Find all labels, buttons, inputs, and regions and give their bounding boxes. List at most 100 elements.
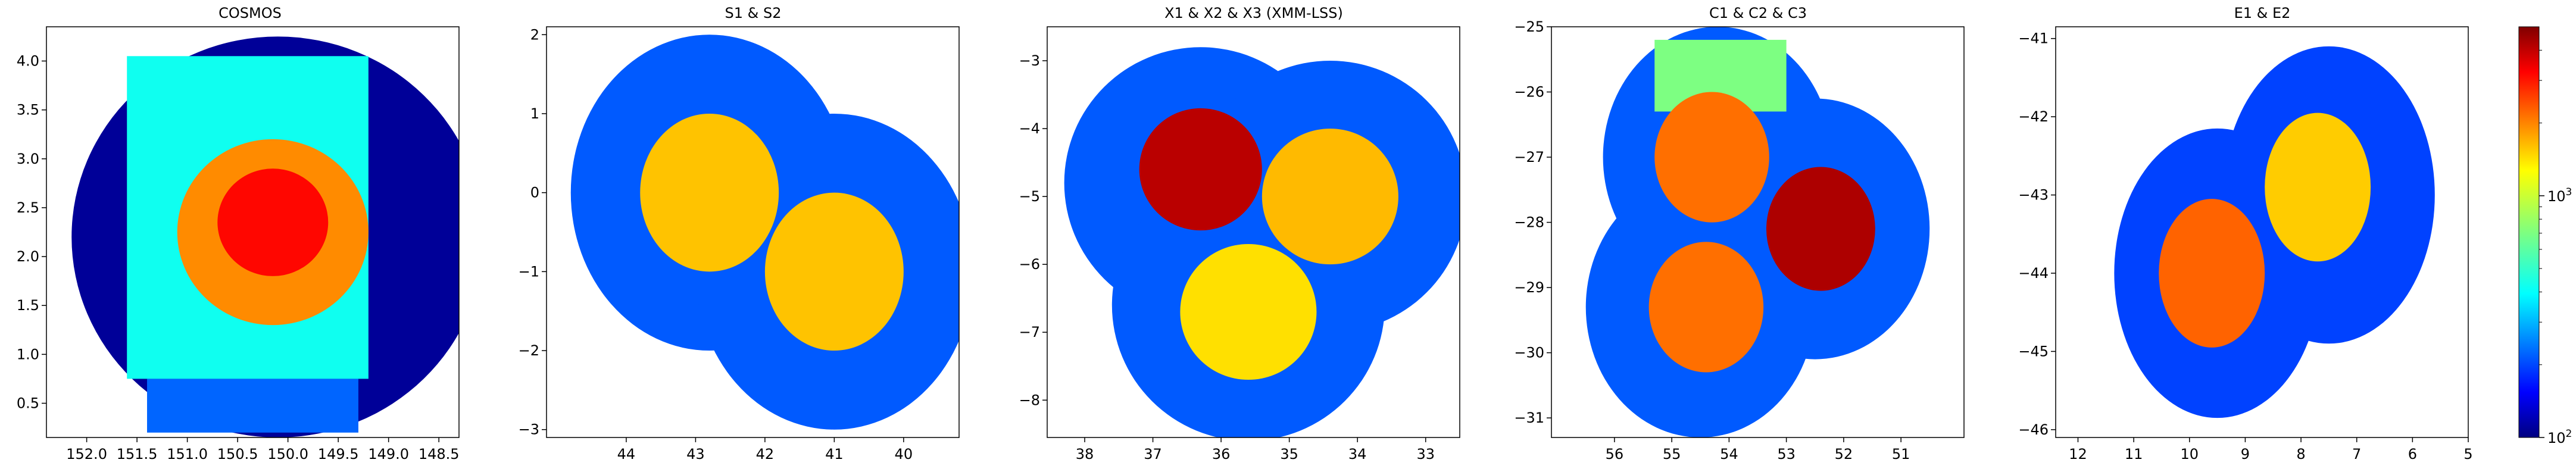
panel-title: S1 & S2 [725, 5, 782, 21]
panel-s1-s2: S1 & S2 44 43 42 41 40 −3 −2 −1 0 1 2 [519, 5, 960, 462]
plot-area [570, 35, 959, 430]
colorbar-tick-label: 103 [2547, 186, 2572, 205]
y-tick-label: −4 [1019, 120, 1040, 137]
y-tick-label: 2.5 [17, 199, 39, 216]
plot-area [1064, 47, 1460, 437]
x-tick-label: 54 [1720, 446, 1738, 462]
axes-frame [1551, 26, 1965, 438]
y-tick-label: −45 [2018, 343, 2049, 360]
y-tick-label: −42 [2018, 108, 2049, 125]
panel-c1-c2-c3: C1 & C2 & C3 56 55 54 53 52 51 −31 −30 −29 −28 −2… [1514, 5, 1965, 462]
coverage-region [2265, 112, 2371, 262]
y-tick-label: −41 [2018, 30, 2049, 47]
coverage-region [2159, 199, 2265, 348]
y-tick-label: 1 [530, 105, 539, 122]
y-tick-label: −6 [1019, 256, 1040, 273]
x-tick-label: 33 [1416, 446, 1435, 462]
panel-title: E1 & E2 [2234, 5, 2291, 21]
x-tick-label: 7 [2352, 446, 2361, 462]
y-tick-label: 0.5 [17, 395, 39, 412]
x-tick-label: 6 [2408, 446, 2417, 462]
y-axis: 0.5 1.0 1.5 2.0 2.5 3.0 3.5 4.0 [17, 53, 46, 412]
coverage-region [147, 379, 358, 433]
y-tick-label: −43 [2018, 187, 2049, 204]
x-tick-label: 52 [1835, 446, 1853, 462]
panel-title: X1 & X2 & X3 (XMM-LSS) [1164, 5, 1343, 21]
colorbar-gradient [2518, 26, 2540, 438]
x-tick-label: 152.0 [66, 446, 107, 462]
y-tick-label: −7 [1019, 324, 1040, 340]
x-tick-label: 149.0 [368, 446, 409, 462]
y-tick-label: −44 [2018, 265, 2049, 282]
x-tick-label: 53 [1777, 446, 1796, 462]
x-axis: 44 43 42 41 40 [617, 437, 913, 462]
panel-cosmos: COSMOS 152.0 151.5 151.0 150.5 150.0 149.5 149… [17, 5, 460, 462]
y-tick-label: −8 [1019, 392, 1040, 408]
x-tick-label: 41 [825, 446, 844, 462]
axes-frame [2055, 26, 2469, 438]
plot-area [2114, 46, 2435, 418]
x-tick-label: 34 [1348, 446, 1367, 462]
plot-area [1585, 27, 1930, 437]
y-axis: −46 −45 −44 −43 −42 −41 [2018, 30, 2056, 438]
y-axis: −3 −2 −1 0 1 2 [519, 26, 547, 438]
x-tick-label: 8 [2296, 446, 2305, 462]
x-tick-label: 42 [756, 446, 775, 462]
coverage-region [1648, 242, 1764, 373]
coverage-region [217, 168, 329, 276]
colorbar: 102 103 [2518, 26, 2572, 446]
plot-area [71, 36, 459, 437]
y-axis: −8 −7 −6 −5 −4 −3 [1019, 52, 1047, 408]
y-tick-label: 1.0 [17, 346, 39, 362]
y-tick-label: −46 [2018, 421, 2049, 438]
x-tick-label: 36 [1212, 446, 1231, 462]
panel-title: C1 & C2 & C3 [1709, 5, 1807, 21]
axes-frame [1047, 26, 1460, 438]
y-tick-label: 3.5 [17, 102, 39, 118]
colorbar-ticks: 102 103 [2539, 49, 2572, 446]
x-tick-label: 151.5 [117, 446, 158, 462]
y-tick-label: −25 [1514, 18, 1544, 35]
x-tick-label: 51 [1892, 446, 1910, 462]
coverage-region [1139, 108, 1262, 231]
x-tick-label: 10 [2180, 446, 2199, 462]
y-tick-label: 4.0 [17, 53, 39, 70]
y-tick-label: −29 [1514, 279, 1544, 296]
coverage-region [764, 192, 904, 351]
x-tick-label: 150.0 [267, 446, 308, 462]
x-tick-label: 35 [1280, 446, 1298, 462]
y-tick-label: −1 [519, 263, 539, 280]
x-axis: 56 55 54 53 52 51 [1606, 437, 1910, 462]
x-tick-label: 38 [1076, 446, 1094, 462]
coverage-region [1180, 243, 1317, 380]
panel-xmm-lss: X1 & X2 & X3 (XMM-LSS) 38 37 36 35 34 33 −8 −7… [1019, 5, 1460, 462]
y-tick-label: −28 [1514, 214, 1544, 231]
y-tick-label: 2 [530, 26, 539, 43]
x-tick-label: 151.0 [167, 446, 208, 462]
y-tick-label: −3 [519, 421, 539, 438]
x-tick-label: 43 [686, 446, 705, 462]
axes-frame [546, 26, 960, 438]
x-axis: 12 11 10 9 8 7 6 5 [2069, 437, 2473, 462]
x-tick-label: 55 [1663, 446, 1681, 462]
x-tick-label: 149.5 [318, 446, 359, 462]
x-tick-label: 11 [2125, 446, 2143, 462]
panel-title: COSMOS [218, 5, 282, 21]
y-tick-label: −5 [1019, 188, 1040, 205]
y-tick-label: −27 [1514, 149, 1544, 165]
y-tick-label: −26 [1514, 84, 1544, 101]
y-tick-label: 1.5 [17, 297, 39, 314]
panel-e1-e2: E1 & E2 12 11 10 9 8 7 6 5 −46 −45 −44 −43 −42 −41 [2018, 5, 2472, 462]
x-tick-label: 56 [1606, 446, 1624, 462]
x-tick-label: 37 [1144, 446, 1162, 462]
colorbar-tick-label: 102 [2547, 428, 2572, 446]
y-tick-label: 3.0 [17, 151, 39, 167]
axes-frame [46, 26, 460, 438]
y-tick-label: −3 [1019, 52, 1040, 69]
x-tick-label: 5 [2463, 446, 2472, 462]
y-tick-label: −31 [1514, 410, 1544, 426]
coverage-region [1766, 167, 1875, 291]
x-tick-label: 150.5 [217, 446, 258, 462]
x-tick-label: 44 [617, 446, 636, 462]
